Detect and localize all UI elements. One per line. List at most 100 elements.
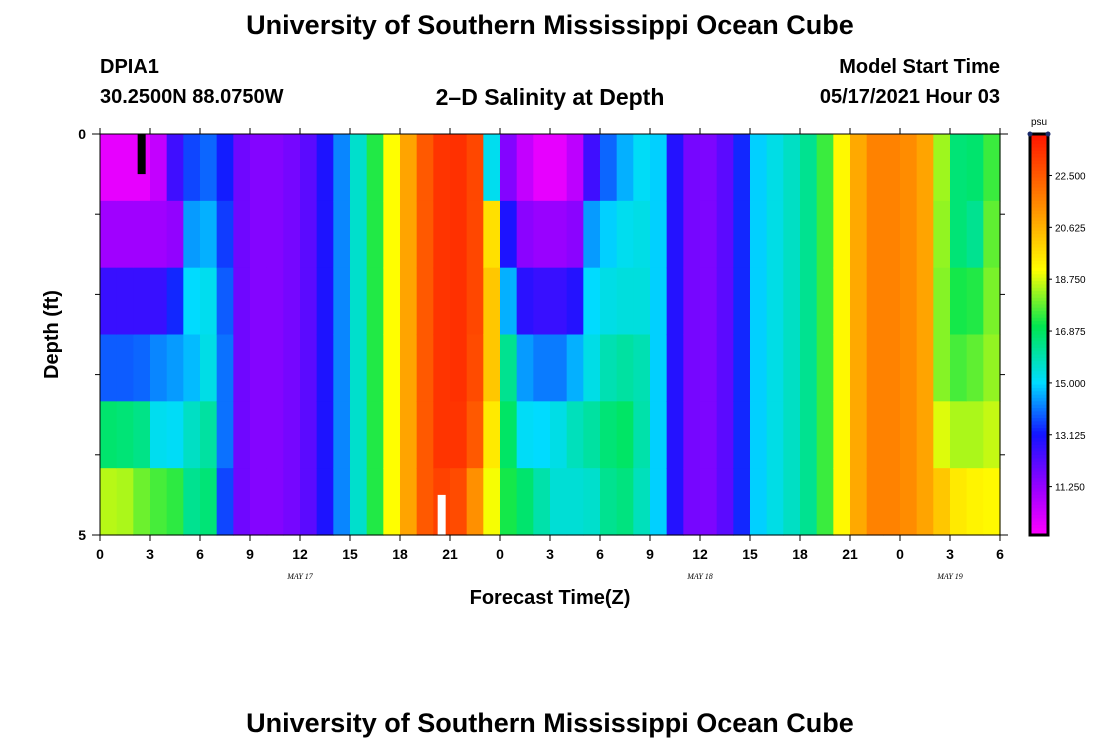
colorbar-segment — [1030, 210, 1048, 215]
heatmap-cell — [616, 267, 634, 336]
x-tick-label: 18 — [792, 546, 808, 562]
heatmap-cell — [366, 200, 384, 269]
heatmap-cell — [783, 468, 801, 536]
heatmap-cell — [166, 134, 184, 202]
heatmap-cell — [866, 134, 884, 202]
heatmap-cell — [600, 468, 618, 536]
heatmap-cell — [750, 267, 768, 336]
heatmap-cell — [616, 200, 634, 269]
colorbar-segment — [1030, 217, 1048, 222]
colorbar-segment — [1030, 471, 1048, 476]
colorbar-segment — [1030, 164, 1048, 169]
heatmap-cell — [983, 134, 1001, 202]
heatmap-cell — [700, 401, 718, 469]
heatmap-cell — [233, 267, 251, 336]
heatmap-cell — [266, 468, 284, 536]
heatmap-cell — [533, 334, 551, 402]
colorbar-segment — [1030, 214, 1048, 219]
heatmap-cell — [466, 401, 484, 469]
heatmap-cell — [916, 401, 934, 469]
y-axis: 05 — [78, 126, 1008, 543]
heatmap-cell — [400, 468, 418, 536]
colorbar-segment — [1030, 250, 1048, 255]
colorbar-segment — [1030, 444, 1048, 449]
colorbar-segment — [1030, 234, 1048, 239]
colorbar-segment — [1030, 247, 1048, 252]
colorbar-segment — [1030, 287, 1048, 292]
heatmap-cell — [233, 334, 251, 402]
time-marker — [437, 494, 446, 535]
colorbar-segment — [1030, 277, 1048, 282]
colorbar-tick-label: 16.875 — [1055, 327, 1086, 338]
colorbar-segment — [1030, 418, 1048, 422]
colorbar-segment — [1030, 488, 1048, 493]
heatmap-cell — [683, 334, 701, 402]
heatmap-cell — [783, 134, 801, 202]
heatmap-cell — [283, 267, 301, 336]
heatmap-cell — [366, 334, 384, 402]
colorbar-segment — [1030, 284, 1048, 289]
heatmap-cell — [133, 401, 151, 469]
heatmap-cell — [600, 401, 618, 469]
colorbar-segment — [1030, 354, 1048, 359]
heatmap-cell — [450, 200, 468, 269]
heatmap-cell — [100, 334, 118, 402]
heatmap-cell — [766, 401, 784, 469]
heatmap-cell — [483, 134, 501, 202]
heatmap-cell — [316, 267, 334, 336]
heatmap-cell — [900, 468, 918, 536]
heatmap-cell — [866, 267, 884, 336]
heatmap-cell — [250, 267, 268, 336]
heatmap-cell — [733, 401, 751, 469]
heatmap-cell — [566, 468, 584, 536]
heatmap-cell — [333, 334, 351, 402]
heatmap-cell — [200, 468, 218, 536]
colorbar-segment — [1030, 157, 1048, 162]
heatmap-cell — [216, 200, 234, 269]
heatmap-cell — [666, 468, 684, 536]
heatmap-cell — [966, 267, 984, 336]
heatmap-cell — [800, 334, 818, 402]
heatmap-cell — [916, 334, 934, 402]
heatmap-cell — [850, 401, 868, 469]
heatmap-cell — [250, 401, 268, 469]
colorbar-segment — [1030, 458, 1048, 463]
x-tick-label: 0 — [896, 546, 904, 562]
heatmap-cell — [333, 468, 351, 536]
station-coordinates: 30.2500N 88.0750W — [100, 86, 284, 108]
heatmap-cell — [900, 267, 918, 336]
colorbar-segment — [1030, 224, 1048, 229]
heatmap-cell — [616, 468, 634, 536]
x-tick-label: 0 — [96, 546, 104, 562]
heatmap-cell — [916, 134, 934, 202]
heatmap-cell — [750, 134, 768, 202]
colorbar-segment — [1030, 404, 1048, 409]
colorbar-segment — [1030, 381, 1048, 386]
heatmap-cell — [450, 334, 468, 402]
heatmap-cell — [433, 200, 451, 269]
colorbar-segment — [1030, 421, 1048, 426]
heatmap-cell — [366, 134, 384, 202]
x-tick-label: 0 — [496, 546, 504, 562]
heatmap-cell — [900, 200, 918, 269]
heatmap-cell — [200, 334, 218, 402]
heatmap-cell — [333, 401, 351, 469]
heatmap-cell — [650, 200, 668, 269]
colorbar-segment — [1030, 394, 1048, 399]
heatmap-cell — [400, 200, 418, 269]
date-label: MAY 17 — [286, 572, 314, 581]
colorbar-segment — [1030, 150, 1048, 155]
colorbar-segment — [1030, 474, 1048, 479]
heatmap-cell — [283, 134, 301, 202]
heatmap-cell — [583, 200, 601, 269]
heatmap-cell — [233, 134, 251, 202]
heatmap-cell — [866, 401, 884, 469]
x-tick-label: 6 — [596, 546, 604, 562]
heatmap-cell — [516, 134, 534, 202]
colorbar-segment — [1030, 170, 1048, 175]
heatmap-cell — [533, 200, 551, 269]
heatmap-cell — [166, 334, 184, 402]
colorbar-segment — [1030, 167, 1048, 172]
heatmap-cell — [300, 200, 318, 269]
